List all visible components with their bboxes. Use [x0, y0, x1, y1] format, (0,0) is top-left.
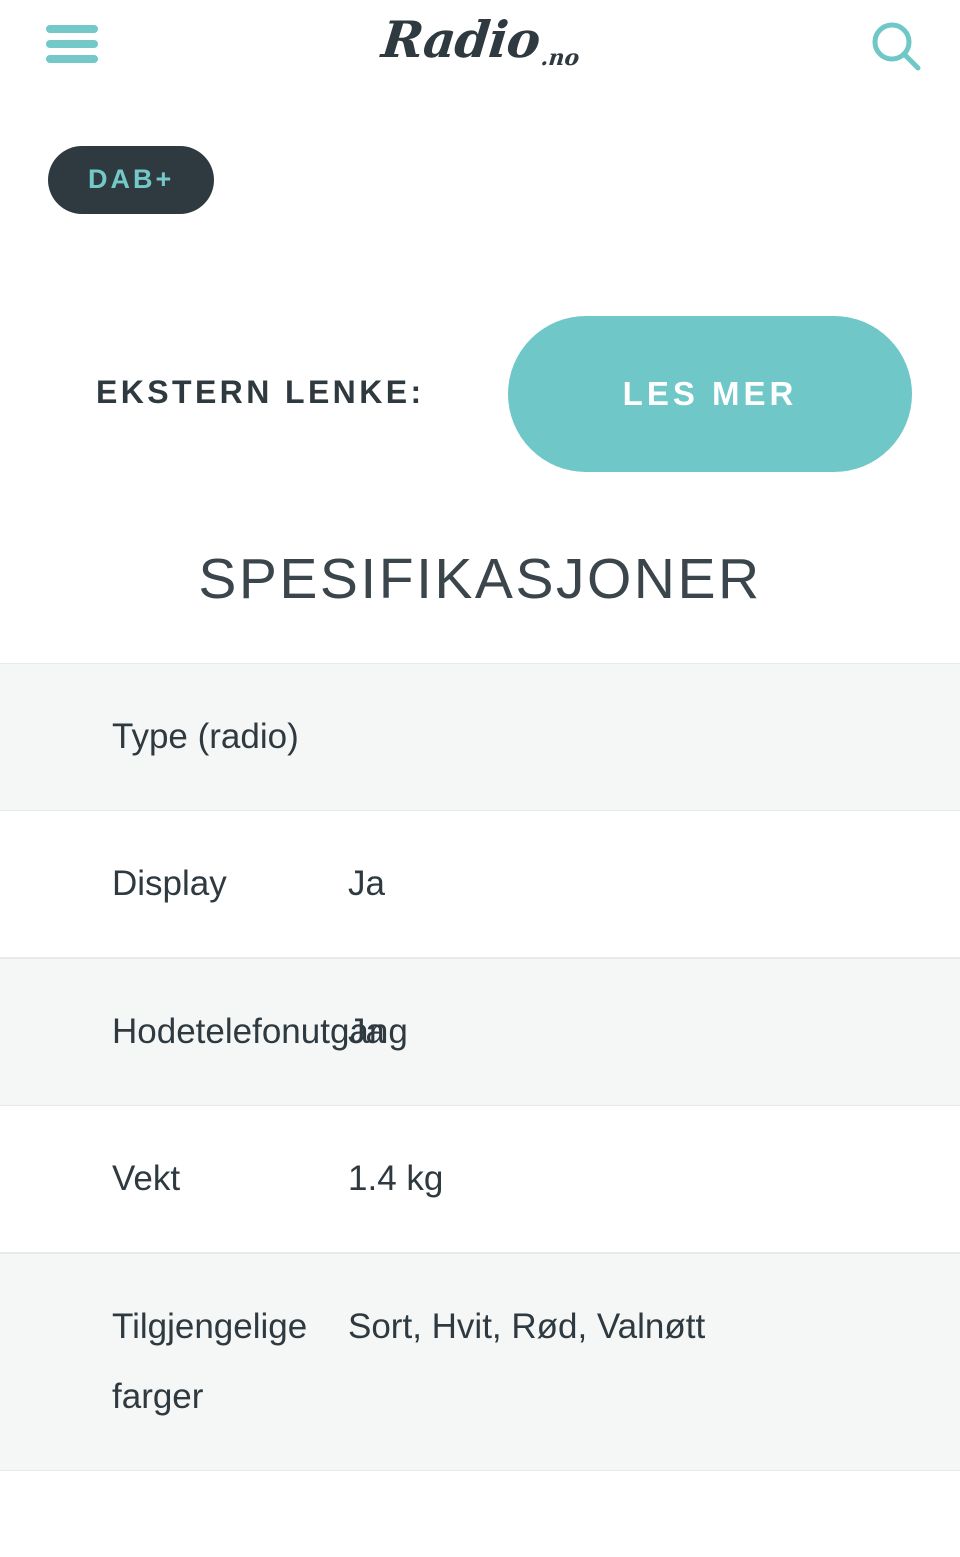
site-logo: Radio.no	[0, 8, 960, 72]
hamburger-menu-icon[interactable]	[46, 22, 100, 66]
hamburger-bar-3	[46, 55, 98, 63]
search-icon[interactable]	[866, 16, 928, 78]
external-link-label: EKSTERN LENKE:	[96, 374, 425, 410]
logo-wordmark: Radio	[379, 10, 543, 69]
property-tag-dab-plus[interactable]: DAB+	[48, 146, 215, 214]
spec-value: Sort, Hvit, Rød, Valnøtt	[348, 1307, 706, 1346]
spec-key: Type (radio)	[112, 717, 299, 756]
spec-key: Tilgjengelige farger	[112, 1307, 308, 1416]
hamburger-bar-2	[46, 40, 98, 48]
spec-value: Ja	[348, 864, 385, 903]
table-row: Display Ja	[0, 811, 960, 958]
table-row: Vekt 1.4 kg	[0, 1106, 960, 1253]
table-row: Hodetelefonutgang Ja	[0, 958, 960, 1106]
read-more-button[interactable]: LES MER	[508, 316, 912, 472]
specifications-heading: SPESIFIKASJONER	[198, 547, 762, 612]
spec-value: 1.4 kg	[348, 1159, 444, 1198]
properties-tag-list: DAB+	[48, 146, 215, 214]
external-link-row: EKSTERN LENKE: LES MER	[0, 316, 960, 472]
table-row: Type (radio)	[0, 663, 960, 811]
site-header: Radio.no	[0, 0, 960, 96]
spec-key: Display	[112, 864, 227, 903]
spec-value: Ja	[348, 1012, 385, 1051]
table-bottom-spacer	[0, 1471, 960, 1557]
logo-tld: .no	[539, 45, 581, 71]
site-logo-link[interactable]: Radio.no	[379, 8, 581, 72]
specifications-table: Type (radio) Display Ja Hodetelefonutgan…	[0, 663, 960, 1557]
hamburger-bar-1	[46, 25, 98, 33]
spec-key: Vekt	[112, 1159, 181, 1198]
spec-key: Hodetelefonutgang	[112, 1012, 408, 1051]
table-row: Tilgjengelige farger Sort, Hvit, Rød, Va…	[0, 1253, 960, 1471]
